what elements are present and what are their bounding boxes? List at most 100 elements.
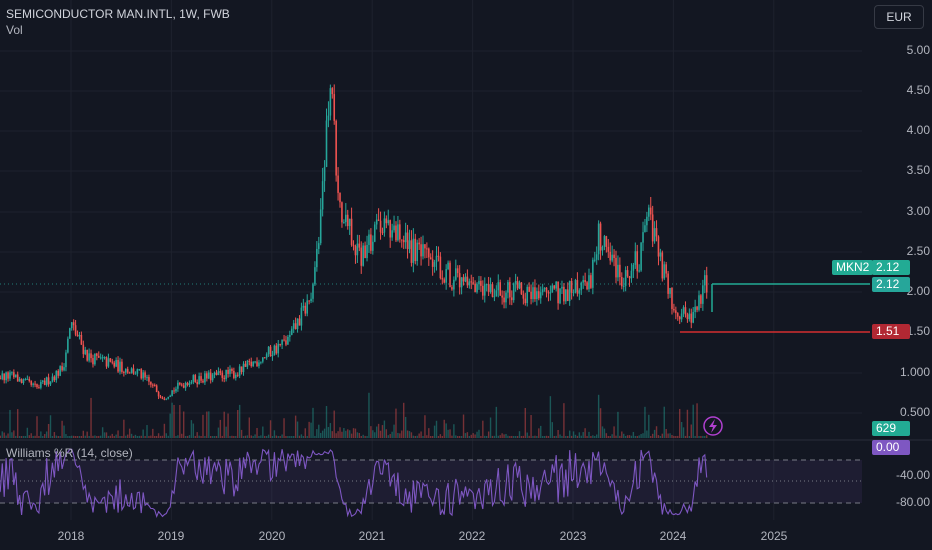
candle-body	[3, 373, 5, 381]
candle-body	[385, 218, 388, 224]
candle-body	[213, 372, 216, 375]
volume-bar	[640, 434, 642, 438]
candle-body	[49, 381, 52, 385]
symbol-tag-badge: MKN2	[832, 260, 874, 275]
candle-body	[406, 232, 409, 250]
candle-body	[86, 349, 88, 361]
volume-bar	[208, 411, 210, 438]
volume-bar	[505, 433, 507, 438]
volume-bar	[240, 429, 243, 438]
volume-bar	[626, 435, 629, 438]
candle-body	[673, 308, 675, 311]
candle-body	[310, 298, 312, 302]
candle-body	[126, 368, 129, 373]
candle-body	[171, 390, 173, 396]
candle-body	[393, 225, 395, 231]
volume-bar	[513, 436, 515, 438]
candle-body	[597, 223, 600, 255]
candle-body	[487, 284, 490, 292]
candle-body	[464, 276, 467, 282]
volume-bar	[188, 435, 191, 438]
candle-body	[460, 277, 463, 288]
candle-body	[254, 361, 256, 363]
volume-bar	[372, 430, 374, 438]
candle-body	[319, 209, 322, 244]
volume-bar	[67, 436, 69, 438]
candle-body	[622, 285, 625, 287]
candle-body	[74, 325, 77, 335]
candle-body	[580, 282, 583, 291]
volume-bar	[69, 435, 71, 438]
volume-bar	[487, 431, 490, 438]
candle-body	[601, 246, 604, 251]
volume-label[interactable]: Vol	[6, 23, 23, 37]
candle-body	[613, 254, 615, 258]
candle-body	[499, 282, 502, 296]
candle-body	[26, 378, 29, 380]
volume-bar	[379, 430, 382, 438]
candle-body	[505, 292, 507, 303]
price-tick: 2.50	[906, 244, 930, 258]
candle-body	[148, 377, 150, 382]
volume-bar	[541, 435, 544, 438]
candle-body	[426, 248, 428, 250]
volume-bar	[567, 436, 569, 438]
volume-bar	[374, 432, 376, 438]
volume-value-badge: 629	[872, 421, 910, 436]
candle-body	[441, 278, 444, 280]
candle-body	[541, 289, 544, 293]
candle-body	[327, 115, 330, 121]
candle-body	[644, 225, 646, 233]
volume-bar	[192, 423, 195, 438]
candle-body	[11, 372, 13, 374]
volume-bar	[198, 435, 200, 438]
candle-body	[1, 373, 4, 379]
volume-bar	[9, 409, 11, 438]
candle-body	[92, 358, 94, 365]
volume-bar	[551, 422, 554, 438]
candle-body	[472, 282, 474, 284]
lightning-icon[interactable]	[703, 416, 723, 436]
symbol-title[interactable]: SEMICONDUCTOR MAN.INTL, 1W, FWB	[6, 7, 230, 21]
volume-bar	[603, 428, 606, 438]
candle-body	[194, 375, 197, 383]
volume-bar	[304, 428, 306, 438]
volume-bar	[636, 436, 638, 438]
candle-body	[638, 270, 640, 272]
volume-bar	[607, 435, 609, 438]
candle-body	[429, 257, 432, 260]
volume-bar	[13, 430, 15, 438]
volume-bar	[258, 435, 260, 438]
volume-bar	[225, 426, 227, 438]
volume-bar	[279, 435, 281, 438]
candle-body	[267, 346, 270, 355]
indicator-tick: -40.00	[895, 468, 930, 482]
candle-body	[157, 391, 160, 397]
currency-button[interactable]: EUR	[874, 5, 924, 29]
volume-bar	[271, 435, 274, 438]
candle-body	[78, 335, 81, 337]
volume-bar	[655, 426, 658, 438]
indicator-label[interactable]: Williams %R (14, close)	[6, 446, 133, 460]
candle-body	[165, 398, 168, 400]
candle-body	[547, 292, 550, 294]
candle-body	[271, 355, 274, 357]
candle-body	[476, 284, 478, 293]
candle-body	[329, 88, 332, 116]
candle-body	[456, 268, 459, 274]
candle-body	[653, 228, 656, 242]
volume-bar	[420, 431, 422, 438]
volume-bar	[594, 436, 596, 438]
candle-body	[379, 220, 382, 233]
volume-bar	[72, 435, 75, 438]
volume-bar	[624, 435, 627, 438]
volume-bar	[335, 433, 337, 438]
volume-bar	[61, 420, 63, 438]
volume-bar	[138, 435, 140, 438]
candle-body	[144, 372, 146, 378]
candle-body	[387, 220, 390, 224]
volume-bar	[132, 435, 135, 438]
volume-bar	[516, 435, 519, 438]
candle-body	[368, 234, 370, 245]
